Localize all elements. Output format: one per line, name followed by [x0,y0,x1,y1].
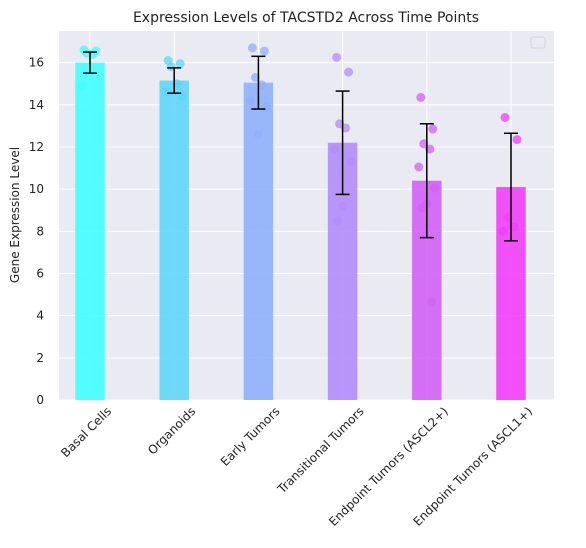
y-tick-labels: 0 2 4 6 8 10 12 14 16 [29,56,44,407]
data-point [414,162,424,172]
bar [159,80,189,401]
legend-box [530,36,546,49]
y-tick-label: 16 [29,56,44,70]
data-point [330,144,340,154]
data-point [344,67,354,77]
data-point [346,157,356,167]
bars [75,62,526,401]
data-point [175,59,185,69]
data-point [428,124,438,134]
x-tick-labels: Basal Cells Organoids Early TumorsTransiti… [58,404,535,529]
y-tick-label: 10 [29,182,44,196]
data-point [512,135,522,145]
data-point [416,92,426,102]
data-point [427,297,437,307]
x-tick-label: Organoids [145,404,198,457]
data-point [333,216,343,226]
chart-title: Expression Levels of TACSTD2 Across Time… [133,10,479,26]
data-point [261,102,271,112]
y-axis-label: Gene Expression Level [8,147,22,283]
y-tick-label: 14 [29,98,44,112]
data-point [498,226,508,236]
data-point [338,201,348,211]
data-point [417,203,427,213]
data-point [77,81,87,91]
y-tick-label: 6 [36,266,44,280]
y-tick-label: 0 [36,393,44,407]
data-point [177,91,187,101]
x-tick-label: Transitional Tumors [274,404,367,497]
x-tick-label: Early Tumors [218,404,283,469]
data-point [259,46,269,56]
data-point [247,43,257,53]
data-point [430,183,440,193]
plot-background [59,31,554,400]
y-tick-label: 8 [36,224,44,238]
y-tick-label: 12 [29,140,44,154]
bar [75,62,105,400]
data-point [245,96,255,106]
y-tick-label: 4 [36,309,44,323]
x-tick-label: Basal Cells [58,404,114,460]
data-point [332,52,342,62]
data-point [253,129,263,139]
data-point [500,112,510,122]
y-tick-label: 2 [36,351,44,365]
data-point [161,87,171,97]
error-bars [83,51,518,242]
